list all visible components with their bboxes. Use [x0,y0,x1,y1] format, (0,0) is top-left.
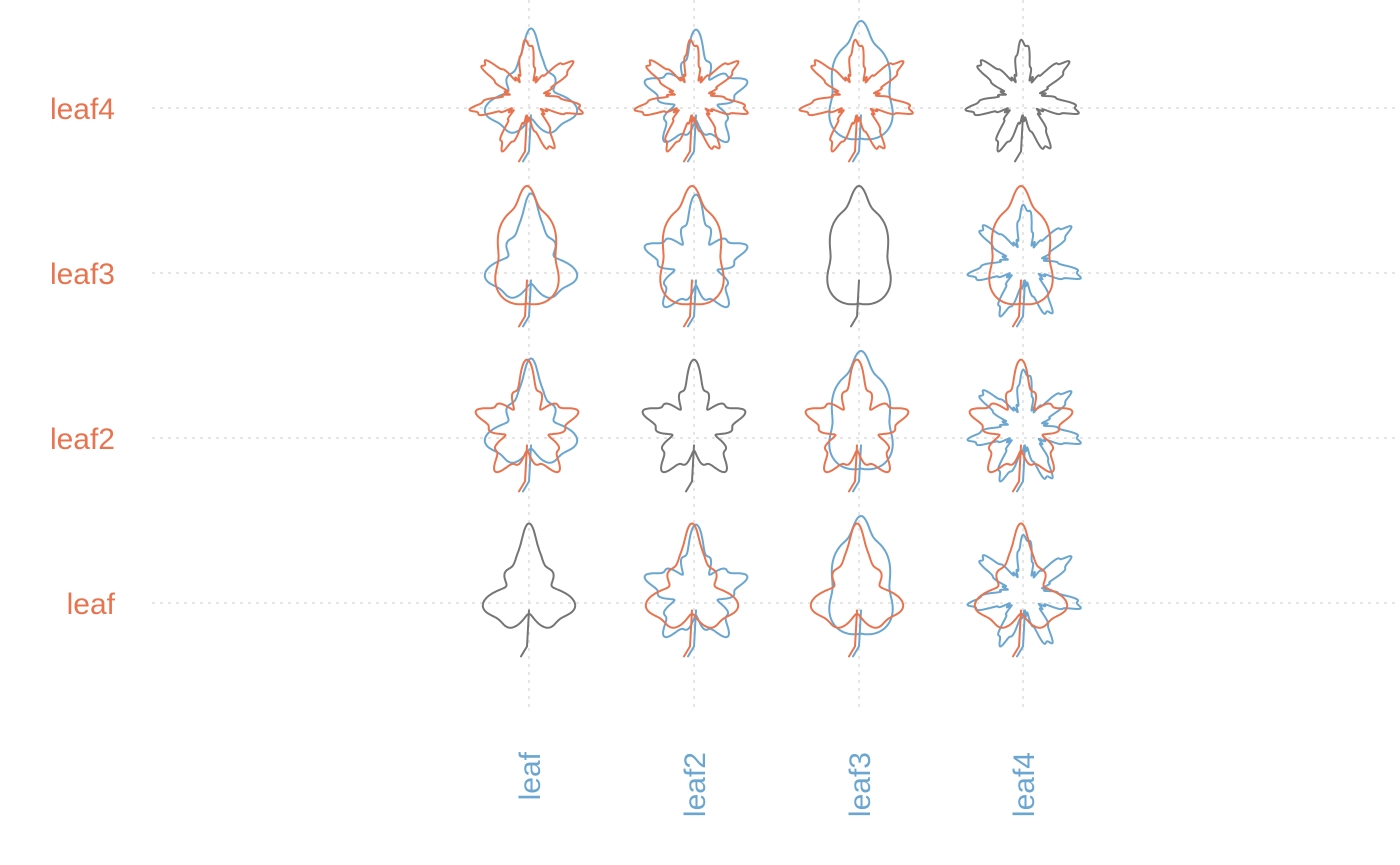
cell-leaf3-leaf [809,514,905,658]
leaf-outline-y-leaf2 [804,358,910,493]
y-axis-tick-labels: leaf leaf2 leaf3 leaf4 [50,93,116,621]
cell-leaf-leaf2 [474,357,580,493]
leaf-outline-leaf [481,522,577,658]
y-tick-label-leaf2: leaf2 [50,423,115,456]
leaf-outline-leaf2 [641,358,747,493]
leaf-outline-leaf3 [826,184,892,328]
cell-leaf3-leaf2 [804,349,910,493]
cell-leaf2-leaf2 [641,358,747,493]
x-axis-tick-labels: leaf leaf2 leaf3 leaf4 [514,751,1041,817]
leaf-outline-x-leaf2 [643,523,749,658]
leaf-outline-y-leaf [973,522,1069,658]
x-tick-label-leaf: leaf [514,751,547,800]
cell-leaf-leaf [481,522,577,658]
cell-leaf4-leaf4 [964,38,1080,163]
leaf-outline-x-leaf2 [643,193,749,328]
leaf-cells [468,19,1082,658]
x-tick-label-leaf2: leaf2 [679,752,712,817]
cell-leaf3-leaf4 [798,19,914,163]
leaf-outline-y-leaf3 [494,184,560,328]
leaf-outline-y-leaf4 [468,38,584,163]
cell-leaf4-leaf2 [966,358,1082,493]
leaf-outline-x-leaf [483,192,579,328]
y-tick-label-leaf: leaf [67,588,116,621]
leaf-outline-x-leaf [483,27,579,163]
leaf-outline-y-leaf3 [659,184,725,328]
x-tick-label-leaf3: leaf3 [844,752,877,817]
grid-layer [152,0,1400,712]
cell-leaf2-leaf3 [643,184,749,328]
leaf-outline-x-leaf3 [828,514,894,658]
leaf-outline-x-leaf4 [966,203,1082,328]
leaf-outline-x-leaf4 [966,533,1082,658]
leaf-outline-y-leaf4 [633,38,749,163]
leaf-outline-leaf4 [964,38,1080,163]
leaf-outline-y-leaf4 [798,38,914,163]
leaf-outline-x-leaf3 [828,19,894,163]
cell-leaf2-leaf4 [633,28,749,163]
leaf-outline-y-leaf [644,522,740,658]
leaf-outline-y-leaf [809,522,905,658]
leaf-outline-x-leaf2 [643,28,749,163]
x-tick-label-leaf4: leaf4 [1008,752,1041,817]
cell-leaf4-leaf3 [966,184,1082,328]
leaf-outline-y-leaf2 [474,358,580,493]
cell-leaf3-leaf3 [826,184,892,328]
cell-leaf-leaf3 [483,184,579,328]
leaf-outline-y-leaf2 [968,358,1074,493]
cell-leaf4-leaf [966,522,1082,658]
y-tick-label-leaf4: leaf4 [50,93,115,126]
cell-leaf-leaf4 [468,27,584,163]
y-tick-label-leaf3: leaf3 [50,258,115,291]
cell-leaf2-leaf [643,522,749,658]
leaf-outline-y-leaf3 [988,184,1054,328]
